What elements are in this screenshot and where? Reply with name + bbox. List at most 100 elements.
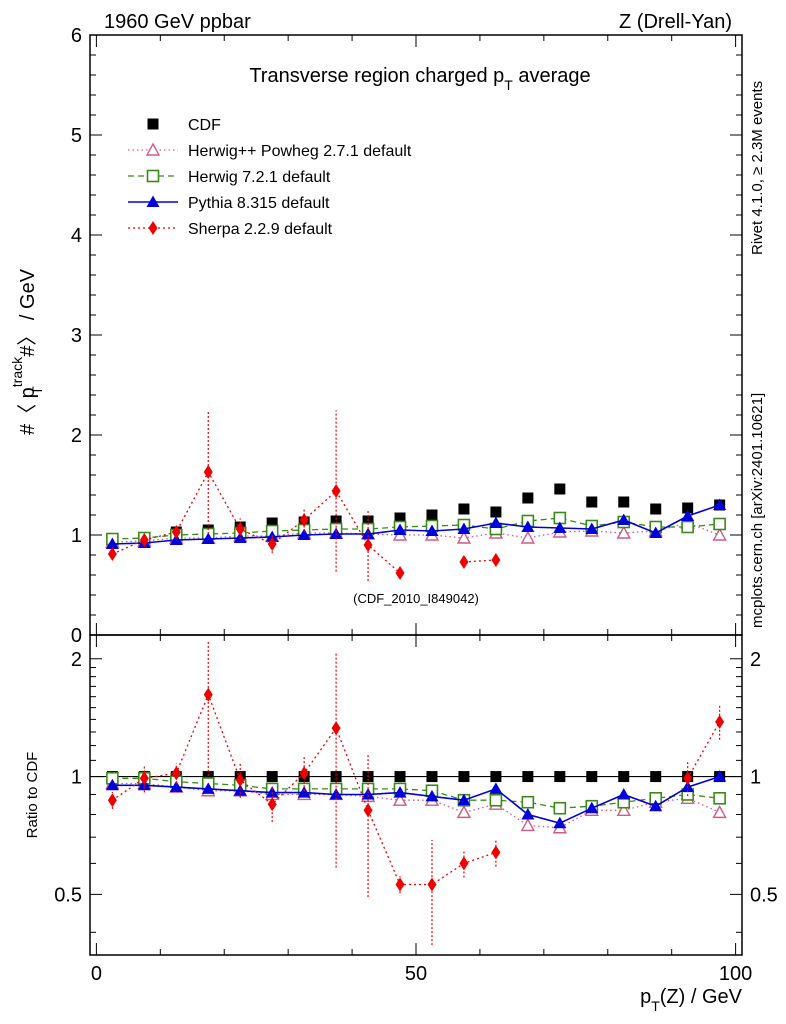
main-point-sherpa <box>299 513 309 527</box>
x-tick-label: 50 <box>405 963 427 985</box>
legend-marker <box>148 221 158 235</box>
main-point-cdf <box>650 503 662 515</box>
ratio-point-sherpa <box>459 856 469 871</box>
main-point-pythia <box>425 524 439 536</box>
ratio-point-pythia <box>105 778 119 791</box>
ratio-point-cdf <box>394 771 406 783</box>
ratio-point-pythia <box>169 780 183 793</box>
ratio-point-sherpa <box>267 797 277 812</box>
energy-label: 1960 GeV ppbar <box>104 11 251 33</box>
ratio-point-sherpa <box>299 766 309 781</box>
y-tick-label: 2 <box>71 425 82 447</box>
ratio-point-sherpa <box>683 771 693 786</box>
ratio-tick-label: 2 <box>71 649 82 671</box>
ratio-point-sherpa <box>139 771 149 786</box>
analysis-watermark: (CDF_2010_I849042) <box>353 591 479 606</box>
ratio-point-pythia <box>489 782 503 794</box>
main-point-pythia <box>521 520 535 532</box>
y-tick-label: 5 <box>71 125 82 147</box>
ratio-point-pythia <box>521 807 535 820</box>
main-line-pythia <box>112 504 720 545</box>
process-label: Z (Drell-Yan) <box>619 11 732 33</box>
main-point-sherpa <box>267 537 277 551</box>
y-tick-label: 3 <box>71 325 82 347</box>
ratio-y-axis-label: Ratio to CDF <box>24 752 41 839</box>
ratio-tick-label: 1 <box>71 767 82 789</box>
mcplots-label: mcplots.cern.ch [arXiv:2401.10621] <box>749 393 766 628</box>
main-point-pythia <box>233 531 247 543</box>
ratio-point-herwig <box>712 804 727 819</box>
main-point-pythia <box>489 516 503 528</box>
ratio-point-herwig <box>616 802 631 816</box>
main-point-sherpa <box>203 465 213 479</box>
main-point-pythia <box>169 533 183 545</box>
ratio-point-herwig <box>521 795 535 809</box>
main-point-sherpa <box>363 538 373 552</box>
legend-marker <box>146 169 160 183</box>
main-point-cdf <box>394 512 406 524</box>
ratio-point-pythia <box>457 793 471 806</box>
main-point-pythia <box>585 522 599 534</box>
x-axis-label: pT(Z) / GeV <box>640 986 743 1014</box>
main-point-sherpa <box>491 553 501 567</box>
ratio-point-cdf <box>202 771 214 783</box>
main-point-sherpa <box>107 547 117 561</box>
main-point-sherpa <box>331 484 341 498</box>
main-point-herwig <box>712 527 727 541</box>
main-point-pythia <box>105 537 119 549</box>
y-tick-label: 6 <box>71 25 82 47</box>
ratio-series-group <box>105 639 727 946</box>
legend-marker <box>146 195 160 207</box>
ratio-tick-label-right: 1 <box>750 767 761 789</box>
legend-entry: Pythia 8.315 default <box>188 195 330 212</box>
ratio-tick-label: 0.5 <box>54 884 82 906</box>
main-series-group <box>105 410 727 581</box>
ratio-point-pythia <box>713 770 727 782</box>
ratio-point-pythia <box>425 789 439 802</box>
ratio-point-cdf <box>522 771 534 783</box>
ratio-point-pythia <box>617 787 631 800</box>
main-point-cdf <box>266 517 278 529</box>
ratio-point-herwig <box>456 804 472 819</box>
y-tick-label: 4 <box>71 225 82 247</box>
y-axis-label: #〈 ptrackT #〉 / GeV <box>9 268 45 435</box>
ratio-point-sherpa <box>427 877 437 892</box>
ratio-point-cdf <box>458 771 470 783</box>
main-point-sherpa <box>235 522 245 536</box>
main-point-cdf <box>522 492 534 504</box>
ratio-point-herwig <box>520 818 536 832</box>
ratio-point-cdf <box>554 771 566 783</box>
legend-entry: Herwig 7.2.1 default <box>188 169 331 186</box>
main-point-pythia <box>393 523 407 535</box>
main-point-cdf <box>330 515 342 527</box>
main-point-cdf <box>618 496 630 508</box>
legend-entry: Herwig++ Powheg 2.7.1 default <box>188 143 412 160</box>
ratio-point-cdf <box>330 771 342 783</box>
ratio-point-sherpa <box>363 803 373 818</box>
ratio-tick-label-right: 2 <box>750 649 761 671</box>
ratio-point-sherpa <box>395 877 405 892</box>
main-point-pythia <box>329 527 343 539</box>
main-point-sherpa <box>139 533 149 547</box>
main-point-cdf <box>682 502 694 514</box>
ratio-point-pythia <box>297 786 311 798</box>
ratio-point-cdf <box>650 771 662 783</box>
main-point-pythia <box>713 498 727 510</box>
ratio-point-herwig <box>553 801 567 815</box>
main-point-pythia <box>361 527 375 539</box>
main-point-pythia <box>553 521 567 533</box>
legend-entry: CDF <box>188 117 221 134</box>
main-point-herwig <box>520 530 536 544</box>
ratio-point-sherpa <box>203 687 213 702</box>
ratio-point-pythia <box>265 786 279 798</box>
ratio-point-pythia <box>649 799 663 812</box>
legend-entry: Sherpa 2.2.9 default <box>188 221 333 238</box>
main-point-sherpa <box>395 566 405 580</box>
main-point-sherpa <box>459 555 469 569</box>
ratio-point-cdf <box>426 771 438 783</box>
y-tick-label: 1 <box>71 525 82 547</box>
main-point-cdf <box>586 496 598 508</box>
ratio-point-pythia <box>361 787 375 800</box>
x-tick-label: 100 <box>719 963 752 985</box>
